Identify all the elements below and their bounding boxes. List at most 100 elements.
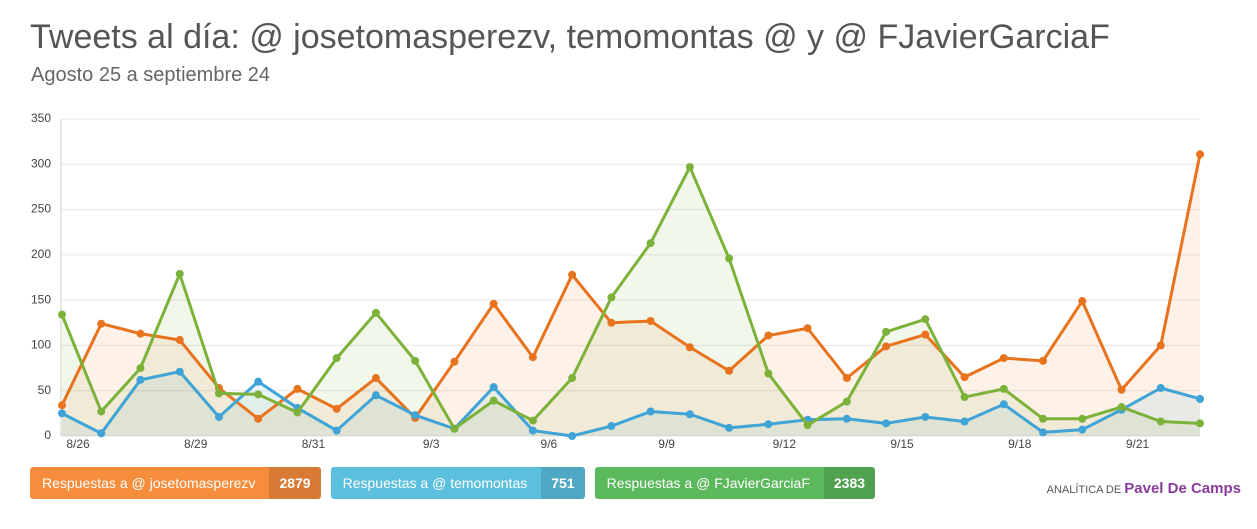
point	[803, 324, 812, 333]
point	[568, 432, 577, 440]
point	[568, 270, 577, 279]
point	[764, 369, 773, 378]
point	[489, 299, 498, 308]
point	[725, 423, 734, 432]
point	[371, 308, 380, 317]
point	[764, 331, 773, 340]
line	[60, 154, 1202, 421]
x-tick-label: 8/26	[66, 437, 90, 451]
point	[725, 254, 734, 263]
point	[97, 429, 106, 438]
point	[175, 269, 184, 278]
area	[62, 167, 1200, 436]
point	[1196, 394, 1204, 403]
point	[607, 422, 616, 431]
x-tick-label: 9/18	[1008, 437, 1032, 451]
point	[371, 391, 380, 400]
x-tick-label: 9/6	[541, 437, 558, 451]
y-tick-label: 150	[31, 292, 51, 306]
point	[646, 316, 655, 325]
credit-prefix: ANALÍTICA DE	[1046, 484, 1122, 496]
point	[97, 319, 106, 328]
point	[842, 374, 851, 383]
x-tick-label: 9/21	[1126, 437, 1150, 451]
point	[1039, 428, 1048, 437]
x-tick-label: 9/15	[890, 437, 914, 451]
point	[842, 397, 851, 406]
x-tick-label: 9/9	[658, 437, 675, 451]
point	[646, 407, 655, 416]
point	[332, 354, 341, 363]
point	[175, 367, 184, 376]
y-tick-label: 250	[31, 202, 51, 216]
point	[568, 374, 577, 383]
point	[921, 315, 930, 324]
point	[136, 364, 145, 373]
y-tick-label: 300	[31, 156, 51, 170]
point	[1196, 419, 1204, 428]
point	[999, 354, 1008, 363]
point	[685, 410, 694, 419]
point	[882, 419, 891, 428]
point	[528, 353, 537, 362]
point	[58, 409, 66, 418]
credit-name: Pavel De Camps	[1124, 480, 1241, 497]
point	[1196, 150, 1204, 159]
legend-label: Respuestas a @ temomontas	[342, 475, 528, 491]
area	[62, 154, 1200, 436]
x-tick-label: 8/31	[302, 437, 326, 451]
point	[685, 163, 694, 172]
point	[214, 412, 223, 421]
x-tick-label: 9/12	[773, 437, 797, 451]
point	[136, 329, 145, 338]
legend-label: Respuestas a @ FJavierGarciaF	[606, 475, 810, 491]
point	[882, 327, 891, 336]
point	[842, 414, 851, 423]
legend-item[interactable]: Respuestas a @ josetomasperezv 2879	[30, 467, 321, 499]
point	[1039, 356, 1048, 365]
legend-item[interactable]: Respuestas a @ temomontas 751	[330, 467, 585, 499]
point	[1117, 385, 1126, 394]
legend-item[interactable]: Respuestas a @ FJavierGarciaF 2383	[594, 467, 876, 499]
y-tick-label: 350	[31, 111, 51, 125]
point	[1039, 414, 1048, 423]
point	[254, 390, 263, 399]
point	[489, 383, 498, 392]
y-tick-label: 50	[38, 383, 52, 397]
point	[1078, 414, 1087, 423]
chart-subtitle: Agosto 25 a septiembre 24	[31, 64, 271, 86]
legend-total: 2879	[269, 467, 321, 499]
x-tick-label: 8/29	[184, 437, 208, 451]
point	[607, 293, 616, 302]
y-tick-label: 100	[31, 338, 51, 352]
point	[214, 389, 223, 398]
point	[1156, 341, 1165, 350]
point	[58, 310, 66, 319]
line	[60, 163, 1201, 431]
point	[58, 401, 66, 410]
point	[725, 366, 734, 375]
point	[999, 400, 1008, 409]
point	[1117, 403, 1126, 412]
point	[1078, 425, 1087, 434]
chart-title: Tweets al día: @ josetomasperezv, temomo…	[30, 18, 1110, 56]
point	[332, 426, 341, 435]
point	[921, 412, 930, 421]
point	[1156, 383, 1165, 392]
point	[450, 357, 459, 366]
point	[371, 374, 380, 383]
chart: 0 50 100 150 200 250 300 350 8/26 8/29 8/31 9/3 9/6 9…	[31, 111, 1204, 451]
credit: ANALÍTICA DE Pavel De Camps	[1047, 480, 1241, 497]
point	[882, 342, 891, 351]
point	[764, 420, 773, 429]
point	[528, 416, 537, 425]
legend-total: 2383	[823, 467, 876, 499]
point	[293, 384, 302, 393]
point	[1156, 417, 1165, 426]
point	[1078, 297, 1087, 306]
point	[921, 330, 930, 339]
legend: Respuestas a @ josetomasperezv 2879 Respue…	[30, 467, 876, 499]
point	[332, 404, 341, 413]
x-tick-label: 9/3	[423, 437, 440, 451]
